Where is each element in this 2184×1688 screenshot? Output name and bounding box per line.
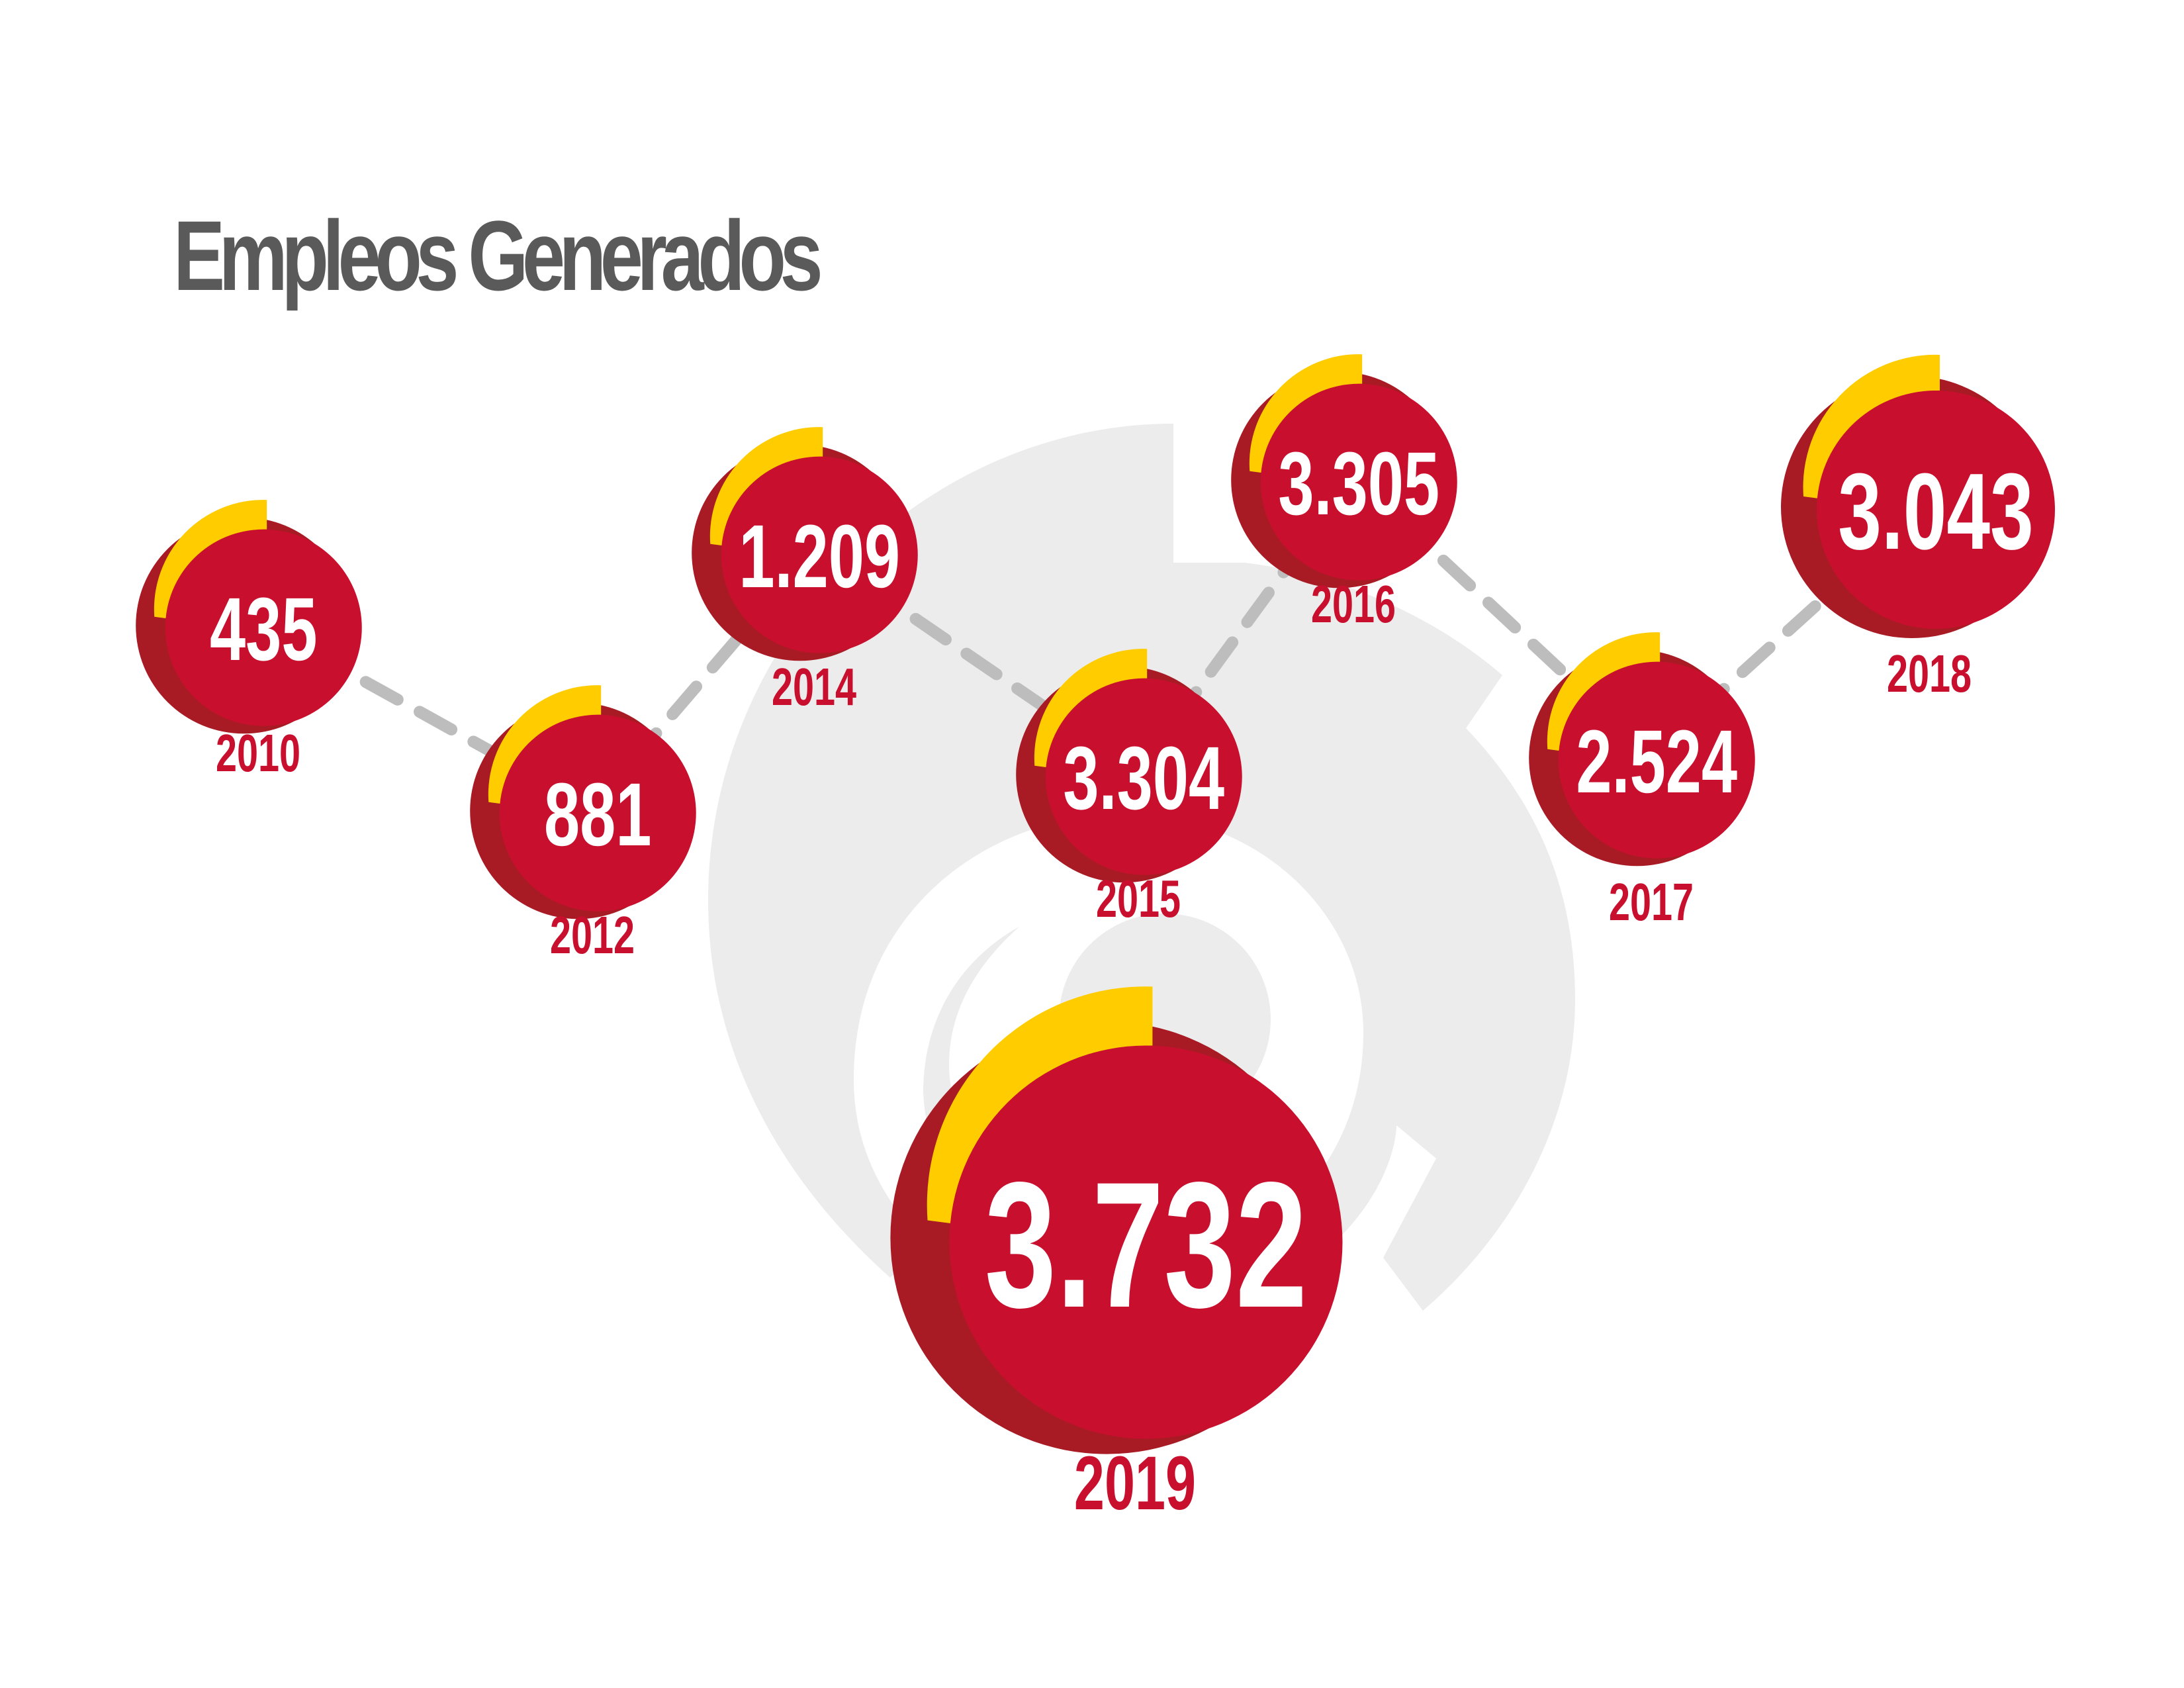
bubble-circle — [949, 1045, 1343, 1439]
bubble-circle — [165, 529, 362, 726]
year-label: 2012 — [550, 906, 635, 965]
bubble-circle — [1817, 391, 2055, 629]
bubble-circle — [1045, 678, 1242, 875]
year-label: 2017 — [1609, 872, 1694, 932]
bubble-2018: 3.043 2018 — [1781, 354, 2055, 704]
year-label: 2018 — [1887, 644, 1972, 704]
value-label: 3.043 — [1838, 451, 2033, 572]
bubble-circle — [1558, 661, 1755, 859]
bubbles: 435 2010 881 2012 1.209 2014 3.304 2015 3.305 201… — [136, 354, 2055, 1526]
page-title: Empleos Generados — [173, 200, 823, 311]
year-label: 2019 — [1074, 1441, 1196, 1526]
bubble-circle — [721, 456, 918, 653]
bubble-2010: 435 2010 — [136, 500, 362, 782]
bubble-circle — [499, 714, 696, 912]
value-label: 1.209 — [739, 506, 900, 606]
bubble-2015: 3.304 2015 — [1016, 649, 1242, 928]
bubble-2019: 3.732 2019 — [890, 986, 1343, 1526]
value-label: 3.732 — [985, 1145, 1308, 1344]
bubble-2014: 1.209 2014 — [692, 427, 918, 716]
year-label: 2014 — [772, 657, 856, 717]
bubble-2017: 2.524 2017 — [1529, 632, 1755, 931]
bubble-2016: 3.305 2016 — [1231, 354, 1457, 633]
value-label: 2.524 — [1576, 711, 1737, 811]
year-label: 2016 — [1311, 575, 1396, 634]
year-label: 2015 — [1096, 869, 1181, 929]
value-label: 3.304 — [1063, 727, 1224, 827]
value-label: 435 — [210, 579, 318, 679]
value-label: 3.305 — [1278, 433, 1439, 533]
year-label: 2010 — [216, 724, 300, 783]
value-label: 881 — [544, 764, 652, 864]
bubble-2012: 881 2012 — [470, 685, 696, 964]
bubble-circle — [1260, 383, 1457, 581]
